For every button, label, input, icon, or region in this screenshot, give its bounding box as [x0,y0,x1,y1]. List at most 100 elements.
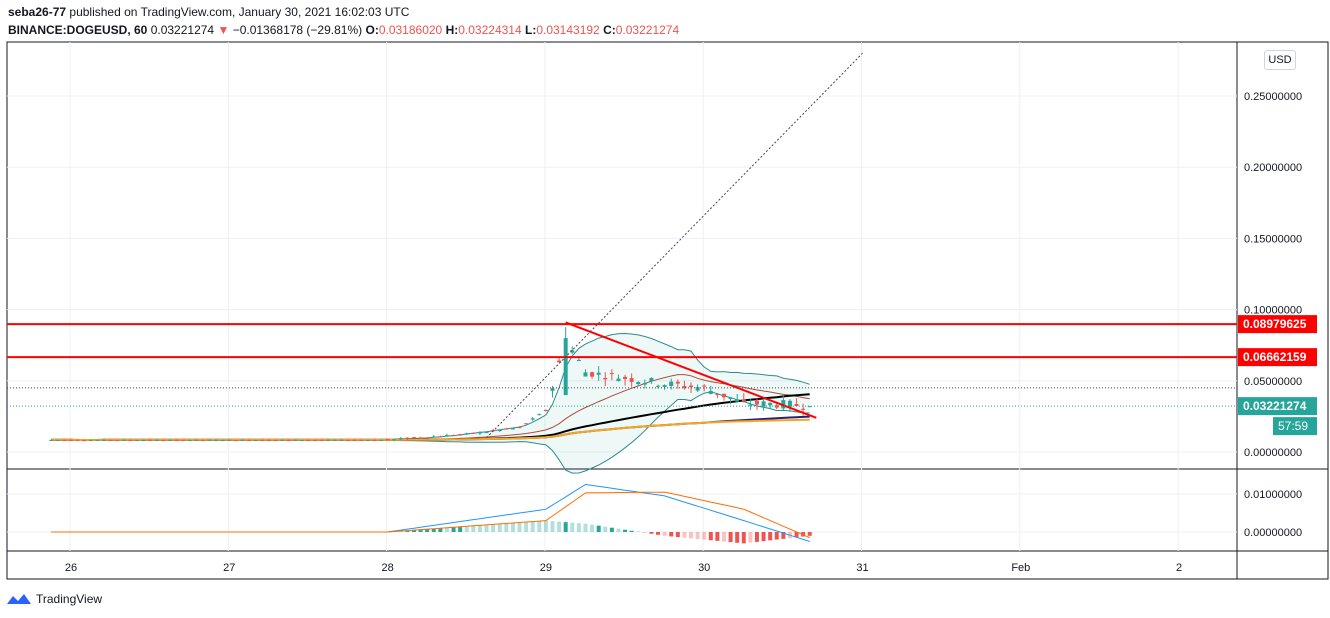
candle-body [293,439,298,441]
price-tick-label: 0.15000000 [1244,233,1302,245]
macd-histogram-bar [629,530,634,532]
candle-body [75,439,80,441]
macd-histogram-bar [721,532,726,542]
macd-histogram-bar [807,532,812,536]
macd-pane [51,483,812,544]
countdown-badge [1273,417,1317,436]
candle-body [313,439,318,441]
bollinger-lower [51,391,810,474]
price-tick-label: 0.00000000 [1244,447,1302,459]
macd-histogram-bar [682,532,687,538]
candle-body [431,436,436,438]
candle-body [425,437,430,439]
macd-histogram-bar [543,520,548,532]
candle-body [787,400,792,407]
price-tick-label: 0.10000000 [1244,305,1302,317]
high-label: H: [445,23,459,37]
candle-body [227,439,232,441]
macd-histogram-bar [754,532,759,542]
drawings [7,52,1237,439]
macd-histogram-bar [675,532,680,538]
candle-body [807,406,812,408]
macd-histogram-bar [715,532,720,541]
macd-histogram-bar [510,522,515,532]
candle-body [497,430,502,432]
candle-body [319,439,324,441]
chart-frame [6,41,1329,580]
candle-body [306,439,311,441]
symbol-label[interactable]: BINANCE:DOGEUSD, 60 [8,23,148,37]
macd-histogram-bar [464,526,469,532]
candle-body [444,435,449,437]
candle-body [675,381,680,384]
macd-histogram-bar [576,523,581,532]
candle-body [332,439,337,441]
candle-body [642,382,647,385]
candle-body [464,433,469,435]
macd-histogram-bar [781,532,786,539]
candle-body [603,377,608,380]
macd-histogram-bar [741,532,746,544]
candle-body [708,390,713,394]
price-badge-label: 0.06662159 [1243,350,1307,364]
candle-body [253,439,258,441]
macd-histogram-bar [438,528,443,532]
price-badge [1238,315,1317,334]
candle-body [148,439,153,441]
macd-histogram-bar [689,532,694,539]
candle-body [372,439,377,441]
tradingview-logo[interactable]: TradingView [6,592,102,606]
macd-histogram-bar [517,522,522,532]
candle-body [458,434,463,436]
candle-body [530,418,535,420]
low-value: 0.03143192 [536,23,600,37]
macd-histogram-bar [662,532,667,536]
tradingview-brand: TradingView [36,592,103,606]
time-tick-label: 27 [223,562,235,574]
candle-body [154,439,159,441]
time-tick-label: 26 [65,562,77,574]
currency-button[interactable]: USD [1264,50,1296,70]
candle-body [761,401,766,407]
candle-body [609,373,614,375]
candle-body [623,376,628,380]
candle-body [411,437,416,439]
macd-histogram-bar [695,532,700,539]
macd-histogram-bar [616,528,621,532]
candle-body [194,439,199,441]
candle-body [794,403,799,407]
tradingview-logo-icon [7,594,31,604]
macd-histogram-bar [702,532,707,540]
candlesticks [49,327,812,442]
macd-histogram-bar [583,523,588,532]
candle-body [754,400,759,405]
candle-body [550,388,555,391]
countdown-label: 57:59 [1278,419,1308,433]
bollinger-fill [51,333,810,474]
macd-histogram-bar [656,532,661,535]
macd-histogram-bar [425,529,430,532]
candle-body [563,338,568,396]
macd-histogram-bar [484,524,489,532]
author-name[interactable]: seba26-77 [8,5,67,19]
macd-histogram-bar [398,531,403,532]
candle-body [702,385,707,387]
macd-histogram-bar [728,532,733,543]
macd-histogram-bar [761,532,766,542]
candle-body [365,439,370,441]
price-tick-label: 0.25000000 [1244,91,1302,103]
macd-histogram-bar [431,528,436,532]
macd-histogram-bar [748,532,753,543]
candle-body [299,439,304,441]
candle-body [524,423,529,425]
candle-body [728,397,733,399]
axes: 0.25000000 0.20000000 0.15000000 0.10000000… [65,91,1302,574]
price-badge-label: 0.08979625 [1243,317,1307,331]
candle-body [280,439,285,441]
candle-body [55,439,60,441]
candle-body [266,439,271,441]
candle-body [108,439,113,441]
macd-histogram-bar [649,532,654,534]
candle-body [359,439,364,441]
